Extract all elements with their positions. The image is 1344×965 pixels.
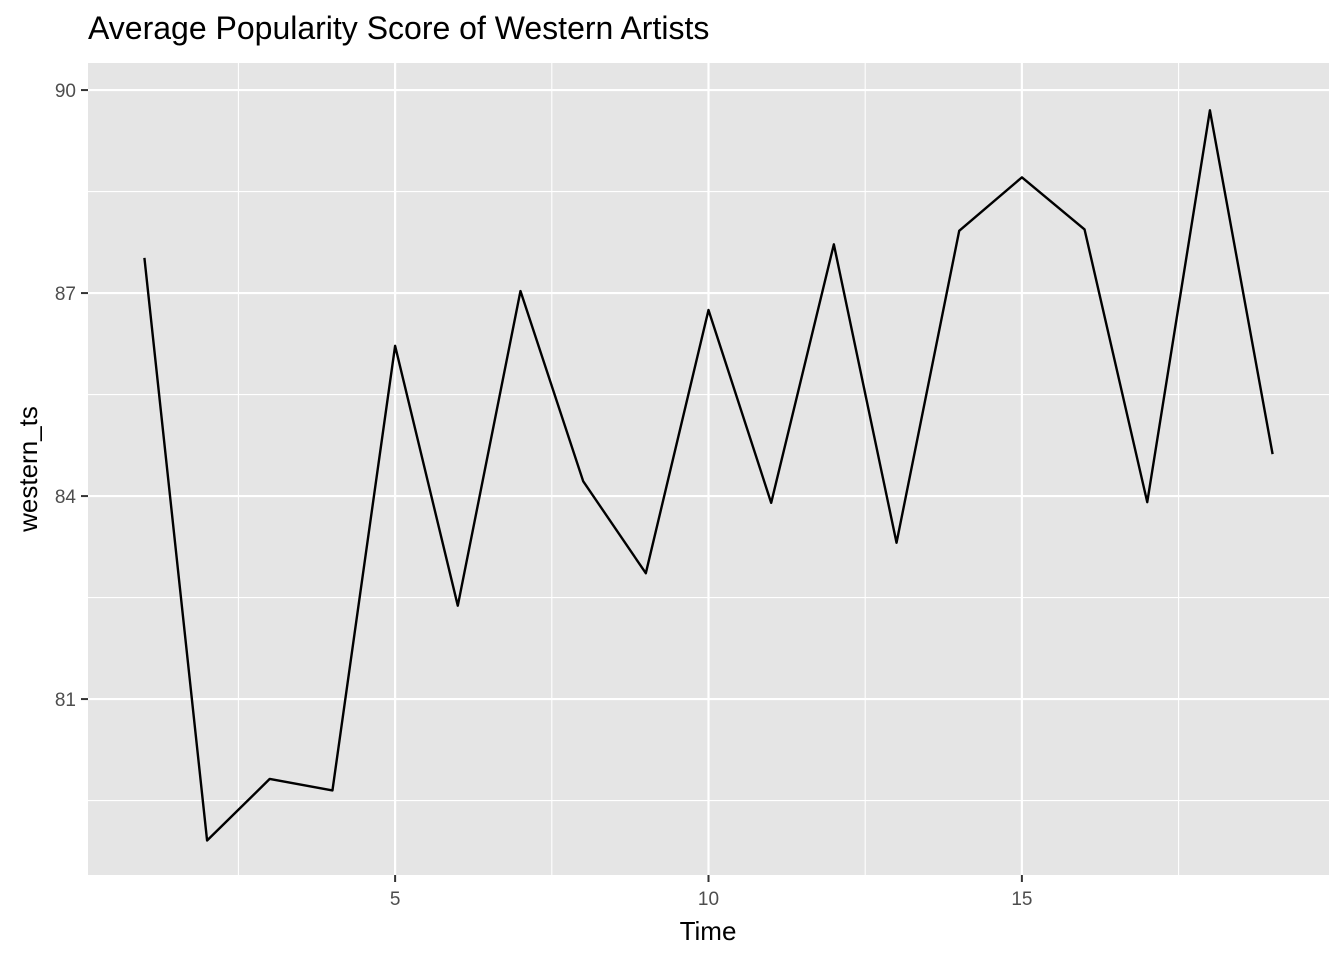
y-tick-label-2: 87 xyxy=(55,284,76,305)
y-tick-label-0: 81 xyxy=(55,690,76,711)
y-axis-title: western_ts xyxy=(13,406,43,533)
chart-title: Average Popularity Score of Western Arti… xyxy=(88,10,709,46)
data-layer xyxy=(143,109,1274,842)
x-axis-title: Time xyxy=(680,916,737,946)
y-tick-label-3: 90 xyxy=(55,81,76,102)
x-tick-label-2: 15 xyxy=(1011,889,1032,910)
series-line-0 xyxy=(143,109,1274,842)
y-tick-label-1: 84 xyxy=(55,487,77,508)
x-tick-label-1: 10 xyxy=(698,889,719,910)
x-tick-label-0: 5 xyxy=(390,889,401,910)
major-gridlines xyxy=(88,63,1329,875)
y-axis: 81 84 87 90 xyxy=(55,81,88,711)
x-axis: 5 10 15 xyxy=(390,875,1032,910)
